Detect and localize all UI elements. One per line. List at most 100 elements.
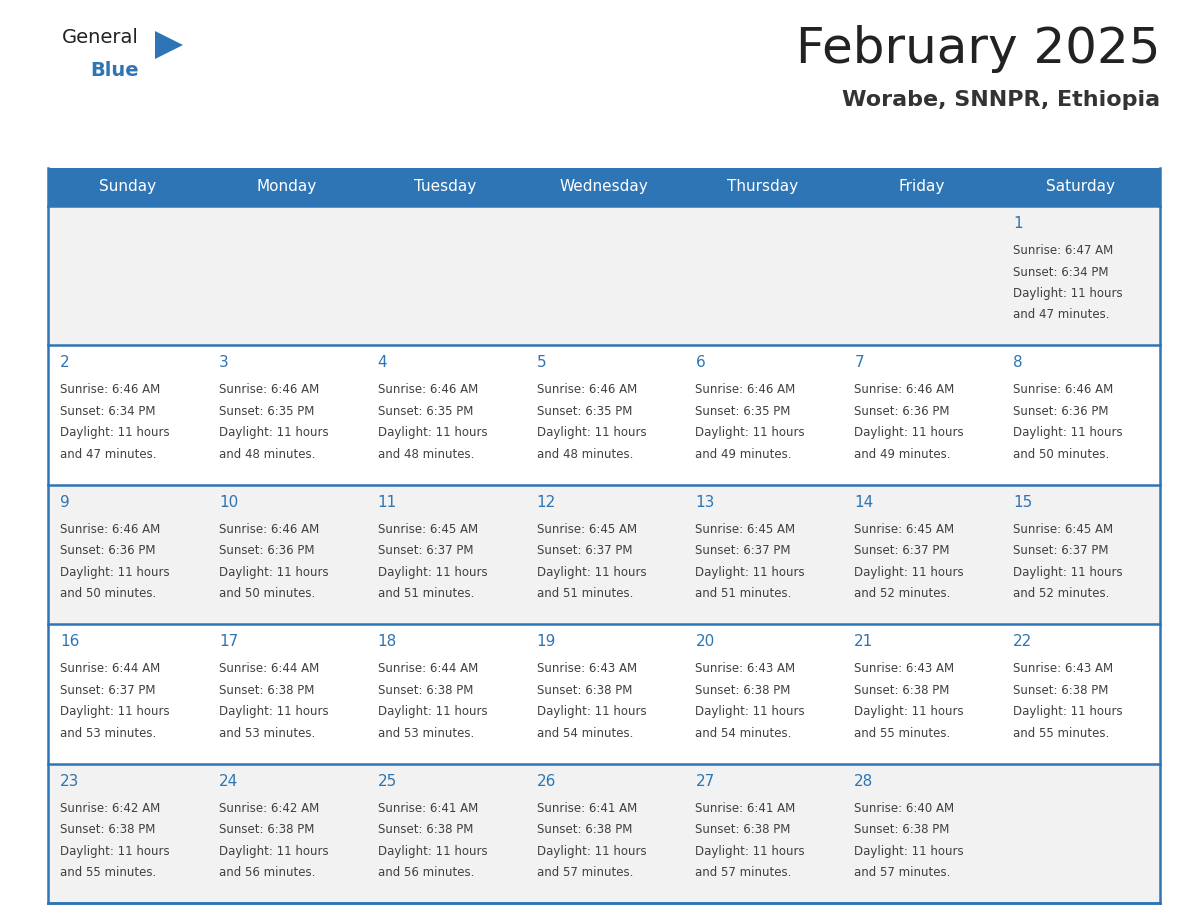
Text: and 48 minutes.: and 48 minutes. bbox=[378, 448, 474, 461]
Text: Sunset: 6:38 PM: Sunset: 6:38 PM bbox=[854, 684, 949, 697]
Text: Sunset: 6:37 PM: Sunset: 6:37 PM bbox=[378, 544, 473, 557]
Text: Sunset: 6:34 PM: Sunset: 6:34 PM bbox=[61, 405, 156, 418]
Text: and 55 minutes.: and 55 minutes. bbox=[854, 727, 950, 740]
Text: 13: 13 bbox=[695, 495, 715, 509]
Text: Daylight: 11 hours: Daylight: 11 hours bbox=[695, 705, 805, 718]
Text: Sunset: 6:38 PM: Sunset: 6:38 PM bbox=[378, 823, 473, 836]
Text: 12: 12 bbox=[537, 495, 556, 509]
Bar bbox=[48, 485, 1159, 624]
Text: Daylight: 11 hours: Daylight: 11 hours bbox=[537, 705, 646, 718]
Text: 4: 4 bbox=[378, 355, 387, 370]
Text: and 51 minutes.: and 51 minutes. bbox=[378, 588, 474, 600]
Text: 8: 8 bbox=[1013, 355, 1023, 370]
Text: Sunset: 6:34 PM: Sunset: 6:34 PM bbox=[1013, 265, 1108, 278]
Text: Sunrise: 6:45 AM: Sunrise: 6:45 AM bbox=[854, 522, 954, 536]
Text: Daylight: 11 hours: Daylight: 11 hours bbox=[854, 565, 963, 579]
Text: Sunset: 6:35 PM: Sunset: 6:35 PM bbox=[537, 405, 632, 418]
Text: Daylight: 11 hours: Daylight: 11 hours bbox=[219, 565, 329, 579]
Text: Sunset: 6:38 PM: Sunset: 6:38 PM bbox=[537, 823, 632, 836]
Text: 17: 17 bbox=[219, 634, 238, 649]
Text: Daylight: 11 hours: Daylight: 11 hours bbox=[378, 426, 487, 440]
Text: Saturday: Saturday bbox=[1047, 180, 1116, 195]
Text: Sunrise: 6:45 AM: Sunrise: 6:45 AM bbox=[378, 522, 478, 536]
Text: Tuesday: Tuesday bbox=[413, 180, 476, 195]
Text: Daylight: 11 hours: Daylight: 11 hours bbox=[378, 565, 487, 579]
Text: Sunrise: 6:43 AM: Sunrise: 6:43 AM bbox=[1013, 662, 1113, 676]
Text: Sunset: 6:38 PM: Sunset: 6:38 PM bbox=[695, 823, 791, 836]
Text: 15: 15 bbox=[1013, 495, 1032, 509]
Text: and 56 minutes.: and 56 minutes. bbox=[378, 866, 474, 879]
Text: Daylight: 11 hours: Daylight: 11 hours bbox=[61, 705, 170, 718]
Text: 5: 5 bbox=[537, 355, 546, 370]
Text: Sunrise: 6:43 AM: Sunrise: 6:43 AM bbox=[695, 662, 796, 676]
Text: Sunset: 6:36 PM: Sunset: 6:36 PM bbox=[219, 544, 315, 557]
Text: Sunset: 6:35 PM: Sunset: 6:35 PM bbox=[378, 405, 473, 418]
Text: Sunset: 6:37 PM: Sunset: 6:37 PM bbox=[61, 684, 156, 697]
Text: and 57 minutes.: and 57 minutes. bbox=[695, 866, 792, 879]
Text: Sunrise: 6:46 AM: Sunrise: 6:46 AM bbox=[61, 384, 160, 397]
Text: Daylight: 11 hours: Daylight: 11 hours bbox=[537, 565, 646, 579]
Text: Daylight: 11 hours: Daylight: 11 hours bbox=[219, 705, 329, 718]
Text: Sunset: 6:37 PM: Sunset: 6:37 PM bbox=[537, 544, 632, 557]
Text: Sunset: 6:36 PM: Sunset: 6:36 PM bbox=[61, 544, 156, 557]
Text: and 50 minutes.: and 50 minutes. bbox=[61, 588, 157, 600]
Text: Sunset: 6:35 PM: Sunset: 6:35 PM bbox=[695, 405, 791, 418]
Text: Sunrise: 6:46 AM: Sunrise: 6:46 AM bbox=[219, 384, 320, 397]
Text: and 54 minutes.: and 54 minutes. bbox=[695, 727, 792, 740]
Text: Sunrise: 6:46 AM: Sunrise: 6:46 AM bbox=[61, 522, 160, 536]
Text: Daylight: 11 hours: Daylight: 11 hours bbox=[219, 845, 329, 857]
Text: 27: 27 bbox=[695, 774, 715, 789]
Text: and 53 minutes.: and 53 minutes. bbox=[61, 727, 157, 740]
Text: 20: 20 bbox=[695, 634, 715, 649]
Text: and 49 minutes.: and 49 minutes. bbox=[854, 448, 950, 461]
Text: and 54 minutes.: and 54 minutes. bbox=[537, 727, 633, 740]
Text: Sunday: Sunday bbox=[99, 180, 156, 195]
Text: and 48 minutes.: and 48 minutes. bbox=[219, 448, 315, 461]
Text: and 56 minutes.: and 56 minutes. bbox=[219, 866, 315, 879]
Text: Sunset: 6:36 PM: Sunset: 6:36 PM bbox=[1013, 405, 1108, 418]
Text: February 2025: February 2025 bbox=[796, 25, 1159, 73]
Polygon shape bbox=[154, 31, 183, 59]
Text: and 47 minutes.: and 47 minutes. bbox=[1013, 308, 1110, 321]
Text: Sunrise: 6:47 AM: Sunrise: 6:47 AM bbox=[1013, 244, 1113, 257]
Text: Sunrise: 6:40 AM: Sunrise: 6:40 AM bbox=[854, 801, 954, 814]
Text: Daylight: 11 hours: Daylight: 11 hours bbox=[61, 565, 170, 579]
Text: Sunrise: 6:41 AM: Sunrise: 6:41 AM bbox=[378, 801, 478, 814]
Bar bbox=[48, 624, 1159, 764]
Text: 11: 11 bbox=[378, 495, 397, 509]
Text: Sunset: 6:35 PM: Sunset: 6:35 PM bbox=[219, 405, 315, 418]
Text: Daylight: 11 hours: Daylight: 11 hours bbox=[219, 426, 329, 440]
Text: 14: 14 bbox=[854, 495, 873, 509]
Text: and 48 minutes.: and 48 minutes. bbox=[537, 448, 633, 461]
Text: Sunset: 6:38 PM: Sunset: 6:38 PM bbox=[219, 684, 315, 697]
Text: 3: 3 bbox=[219, 355, 228, 370]
Text: Sunrise: 6:46 AM: Sunrise: 6:46 AM bbox=[1013, 384, 1113, 397]
Text: and 53 minutes.: and 53 minutes. bbox=[219, 727, 315, 740]
Text: Sunrise: 6:45 AM: Sunrise: 6:45 AM bbox=[537, 522, 637, 536]
Text: Daylight: 11 hours: Daylight: 11 hours bbox=[537, 426, 646, 440]
Text: 23: 23 bbox=[61, 774, 80, 789]
Text: Sunrise: 6:44 AM: Sunrise: 6:44 AM bbox=[378, 662, 478, 676]
Text: and 55 minutes.: and 55 minutes. bbox=[1013, 727, 1110, 740]
Text: 26: 26 bbox=[537, 774, 556, 789]
Text: Wednesday: Wednesday bbox=[560, 180, 649, 195]
Text: and 51 minutes.: and 51 minutes. bbox=[695, 588, 792, 600]
Text: Sunrise: 6:44 AM: Sunrise: 6:44 AM bbox=[219, 662, 320, 676]
Text: and 57 minutes.: and 57 minutes. bbox=[854, 866, 950, 879]
Text: and 52 minutes.: and 52 minutes. bbox=[1013, 588, 1110, 600]
Text: 1: 1 bbox=[1013, 216, 1023, 231]
Text: 21: 21 bbox=[854, 634, 873, 649]
Bar bbox=[48, 206, 1159, 345]
Text: Sunrise: 6:46 AM: Sunrise: 6:46 AM bbox=[695, 384, 796, 397]
Text: Sunrise: 6:44 AM: Sunrise: 6:44 AM bbox=[61, 662, 160, 676]
Text: 16: 16 bbox=[61, 634, 80, 649]
Text: Sunrise: 6:46 AM: Sunrise: 6:46 AM bbox=[219, 522, 320, 536]
Text: and 53 minutes.: and 53 minutes. bbox=[378, 727, 474, 740]
Text: Sunset: 6:38 PM: Sunset: 6:38 PM bbox=[378, 684, 473, 697]
Text: Sunrise: 6:46 AM: Sunrise: 6:46 AM bbox=[378, 384, 478, 397]
Text: 28: 28 bbox=[854, 774, 873, 789]
Text: Blue: Blue bbox=[90, 61, 139, 80]
Bar bbox=[48, 345, 1159, 485]
Text: Daylight: 11 hours: Daylight: 11 hours bbox=[378, 845, 487, 857]
Text: Sunset: 6:37 PM: Sunset: 6:37 PM bbox=[695, 544, 791, 557]
